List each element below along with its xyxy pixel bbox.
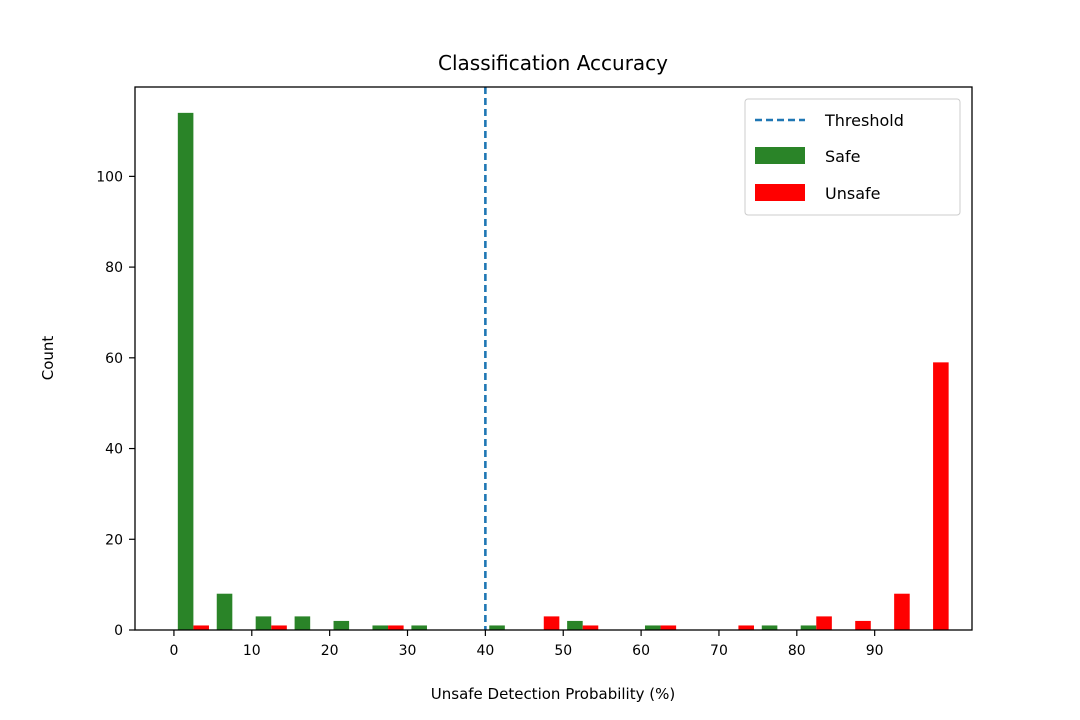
unsafe-bar-90	[894, 593, 910, 630]
unsafe-bar-60	[660, 625, 677, 630]
unsafe-bar-70	[738, 625, 754, 630]
safe-bar-40	[489, 625, 505, 630]
x-tick-label: 70	[710, 643, 728, 659]
y-tick-label: 60	[105, 351, 123, 367]
plot-frame	[134, 86, 973, 631]
x-tick-label: 60	[632, 643, 650, 659]
x-tick-label: 10	[243, 643, 261, 659]
unsafe-bar-45	[543, 616, 560, 630]
x-axis-label: Unsafe Detection Probability (%)	[431, 685, 675, 703]
y-tick-label: 20	[105, 532, 123, 548]
safe-bar-50	[567, 620, 583, 630]
legend-unsafe-swatch	[755, 184, 805, 201]
legend-threshold-label: Threshold	[824, 111, 904, 130]
unsafe-bar-85	[855, 620, 871, 630]
safe-bar-30	[411, 625, 427, 630]
safe-bar-60	[644, 625, 661, 630]
x-tick-label: 50	[554, 643, 572, 659]
safe-bar-25	[372, 625, 389, 630]
y-tick-label: 80	[105, 260, 123, 276]
y-tick-label: 100	[96, 169, 123, 185]
y-tick-label: 0	[114, 623, 123, 639]
x-tick-label: 80	[788, 643, 806, 659]
unsafe-bar-50	[582, 625, 599, 630]
unsafe-bar-95	[933, 362, 949, 630]
safe-bar-15	[294, 616, 311, 630]
safe-bar-10	[255, 616, 272, 630]
legend-safe-label: Safe	[825, 147, 860, 166]
safe-bar-20	[333, 620, 350, 630]
safe-bar-5	[216, 593, 233, 630]
unsafe-bar-25	[388, 625, 404, 630]
y-axis-label: Count	[39, 336, 57, 381]
y-axis: 0 20 40 60 80 100	[96, 169, 135, 639]
y-tick-label: 40	[105, 442, 123, 458]
legend: Threshold Safe Unsafe	[744, 98, 961, 216]
safe-bar-75	[761, 625, 778, 630]
x-tick-label: 0	[169, 643, 178, 659]
unsafe-bar-0	[193, 625, 209, 630]
chart-title: Classification Accuracy	[438, 51, 668, 75]
unsafe-bar-80	[816, 616, 832, 630]
x-tick-label: 30	[399, 643, 417, 659]
bars	[177, 112, 949, 631]
x-tick-label: 40	[476, 643, 494, 659]
x-tick-label: 20	[321, 643, 339, 659]
x-tick-label: 90	[866, 643, 884, 659]
legend-safe-swatch	[755, 147, 805, 164]
legend-unsafe-label: Unsafe	[825, 184, 880, 203]
safe-bar-80	[800, 625, 817, 630]
x-axis: 0 10 20 30 40 50 60 70 80 90	[169, 630, 884, 659]
unsafe-bar-10	[271, 625, 287, 630]
safe-bar-0	[177, 112, 194, 631]
